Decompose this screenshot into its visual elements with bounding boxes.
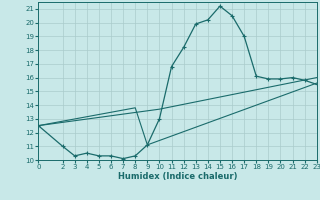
X-axis label: Humidex (Indice chaleur): Humidex (Indice chaleur) [118,172,237,181]
